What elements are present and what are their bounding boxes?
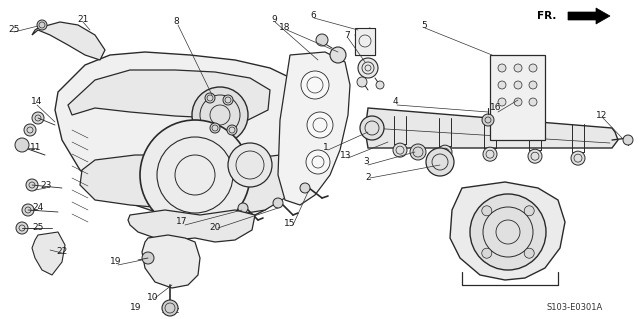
Bar [490, 55, 545, 140]
Polygon shape [80, 150, 300, 215]
Polygon shape [68, 70, 270, 120]
Text: 21: 21 [77, 16, 89, 25]
Circle shape [22, 204, 34, 216]
Text: S103-E0301A: S103-E0301A [547, 302, 603, 311]
Text: FR.: FR. [536, 11, 556, 21]
Circle shape [482, 206, 492, 216]
Circle shape [529, 81, 537, 89]
Text: 4: 4 [392, 98, 398, 107]
Circle shape [32, 112, 44, 124]
Text: 17: 17 [176, 218, 188, 226]
Circle shape [410, 144, 426, 160]
Circle shape [192, 87, 248, 143]
Circle shape [376, 81, 384, 89]
Circle shape [623, 135, 633, 145]
Text: 2: 2 [365, 174, 371, 182]
Text: 11: 11 [30, 144, 42, 152]
Circle shape [498, 81, 506, 89]
Circle shape [223, 95, 233, 105]
Circle shape [438, 145, 452, 159]
Circle shape [330, 47, 346, 63]
Circle shape [482, 248, 492, 258]
Bar [355, 28, 375, 55]
Polygon shape [278, 52, 350, 205]
Circle shape [26, 179, 38, 191]
Circle shape [426, 148, 454, 176]
Circle shape [483, 147, 497, 161]
Circle shape [140, 120, 250, 230]
Circle shape [15, 138, 29, 152]
Text: 19: 19 [110, 257, 122, 266]
Text: 24: 24 [33, 204, 44, 212]
Circle shape [316, 34, 328, 46]
Text: 16: 16 [490, 103, 502, 113]
Circle shape [24, 124, 36, 136]
Circle shape [227, 125, 237, 135]
Text: 25: 25 [32, 224, 44, 233]
Polygon shape [32, 232, 65, 275]
Polygon shape [568, 8, 610, 24]
Circle shape [210, 123, 220, 133]
Circle shape [482, 114, 494, 126]
Circle shape [301, 71, 329, 99]
Text: 6: 6 [310, 11, 316, 19]
Circle shape [273, 198, 283, 208]
Circle shape [514, 64, 522, 72]
Text: 19: 19 [131, 303, 141, 313]
Circle shape [360, 116, 384, 140]
Polygon shape [365, 108, 618, 148]
Text: 3: 3 [363, 158, 369, 167]
Text: 15: 15 [284, 219, 296, 227]
Circle shape [228, 143, 272, 187]
Circle shape [307, 112, 333, 138]
Circle shape [470, 194, 546, 270]
Circle shape [498, 64, 506, 72]
Text: 9: 9 [271, 16, 277, 25]
Circle shape [37, 20, 47, 30]
Text: 14: 14 [31, 98, 43, 107]
Circle shape [162, 300, 178, 316]
Circle shape [238, 203, 248, 213]
Circle shape [142, 252, 154, 264]
Circle shape [529, 98, 537, 106]
Text: 23: 23 [40, 181, 52, 189]
Text: 7: 7 [344, 31, 350, 40]
Circle shape [528, 149, 542, 163]
Text: 8: 8 [173, 18, 179, 26]
Text: 5: 5 [421, 20, 427, 29]
Circle shape [393, 143, 407, 157]
Text: 10: 10 [147, 293, 159, 302]
Text: 18: 18 [279, 24, 291, 33]
Circle shape [306, 150, 330, 174]
Circle shape [529, 64, 537, 72]
Text: 13: 13 [340, 151, 352, 160]
Circle shape [524, 248, 534, 258]
Circle shape [514, 98, 522, 106]
Polygon shape [55, 52, 320, 225]
Circle shape [16, 222, 28, 234]
Polygon shape [450, 182, 565, 280]
Text: 25: 25 [8, 26, 20, 34]
Circle shape [514, 81, 522, 89]
Polygon shape [32, 22, 105, 60]
Circle shape [358, 58, 378, 78]
Text: 1: 1 [323, 144, 329, 152]
Circle shape [300, 183, 310, 193]
Circle shape [205, 93, 215, 103]
Polygon shape [142, 235, 200, 288]
Text: 22: 22 [56, 248, 68, 256]
Text: 12: 12 [596, 110, 608, 120]
Circle shape [571, 151, 585, 165]
Text: 20: 20 [209, 224, 221, 233]
Circle shape [498, 98, 506, 106]
Polygon shape [128, 210, 255, 242]
Circle shape [524, 206, 534, 216]
Circle shape [357, 77, 367, 87]
